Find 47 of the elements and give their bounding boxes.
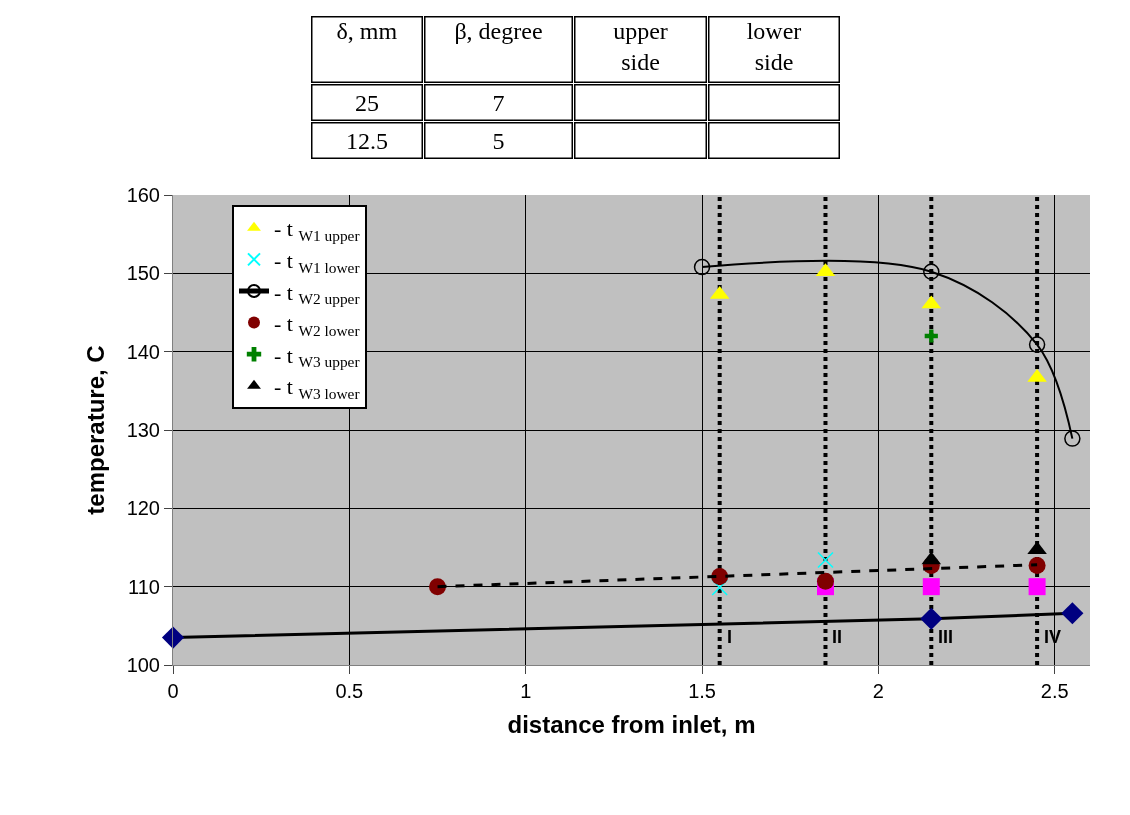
- ref-line-label: I: [727, 627, 733, 647]
- y-tick-label: 130: [126, 419, 160, 441]
- legend-label: - t $_{W2 upper}$: [274, 279, 360, 308]
- text: lower side: [746, 17, 802, 75]
- text: δ, mm: [336, 17, 398, 44]
- point: [922, 578, 940, 596]
- text: 7: [492, 89, 505, 116]
- text: 5: [492, 127, 505, 154]
- legend-label: - t $_{W2 lower}$: [274, 311, 360, 339]
- point: [711, 579, 728, 596]
- point: [920, 607, 943, 630]
- y-tick-label: 140: [126, 340, 160, 363]
- legend-label: - t $_{W1 upper}$: [274, 216, 360, 244]
- point: [1064, 430, 1081, 447]
- y-tick-label: 160: [126, 184, 160, 206]
- point: [924, 329, 938, 343]
- point: [816, 572, 834, 590]
- y-tick-label: 100: [126, 654, 160, 676]
- point: [161, 626, 185, 649]
- text: β, degree: [454, 17, 543, 44]
- legend-label: - t $_{W3 lower}$: [274, 374, 360, 402]
- x-tick-label: 2.5: [1040, 680, 1069, 702]
- point: [1028, 336, 1046, 353]
- y-tick-label: 150: [126, 262, 160, 285]
- text: 12.5: [346, 127, 388, 154]
- y-tick-label: 120: [126, 497, 160, 520]
- legend-label: - t $_{W1 lower}$: [274, 247, 360, 276]
- x-tick-label: 0.5: [335, 680, 364, 702]
- y-tick-label: 110: [128, 575, 160, 598]
- point: [693, 258, 711, 276]
- x-tick-label: 1.5: [688, 680, 716, 702]
- x-tick-label: 0: [167, 680, 179, 702]
- point: [817, 551, 834, 569]
- point: [1028, 557, 1046, 575]
- point: [1061, 602, 1084, 625]
- ref-line-label: II: [832, 627, 843, 647]
- text: upper side: [613, 17, 668, 75]
- point: [1028, 578, 1046, 596]
- ref-line-label: III: [938, 627, 954, 647]
- text: 25: [355, 89, 379, 116]
- y-axis-title: temperature, C: [81, 345, 109, 515]
- legend-label: - t $_{W3 upper}$: [274, 342, 360, 371]
- point: [923, 263, 940, 281]
- x-tick-label: 1: [520, 680, 532, 702]
- x-axis-title: distance from inlet, m: [507, 711, 756, 739]
- point: [1027, 541, 1047, 555]
- x-tick-label: 2: [872, 680, 884, 702]
